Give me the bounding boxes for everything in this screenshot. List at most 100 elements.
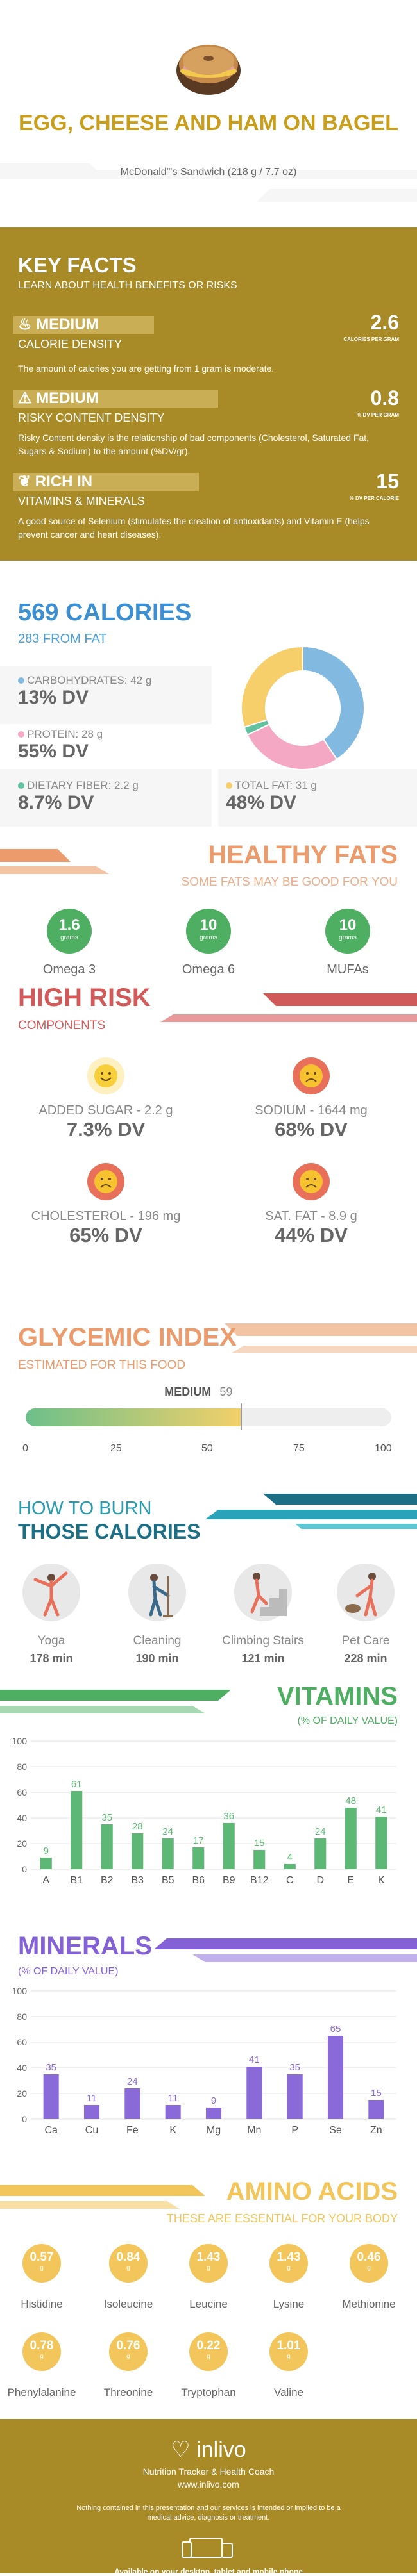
donut-slice-fat: [241, 645, 303, 729]
y-tick-label: 0: [22, 2114, 27, 2124]
sad-face-icon: [293, 1163, 330, 1200]
amino-methionine: 0.46 g Methionine: [330, 2244, 407, 2311]
vitamin-value-label: 24: [315, 1826, 326, 1837]
amino-valine: 1.01 g Valine: [250, 2332, 327, 2399]
amino-isoleucine: 0.84 g Isoleucine: [90, 2244, 167, 2311]
footer-brand: ♡ inlivo: [171, 2438, 246, 2462]
vitamins-title: VITAMINS: [277, 1682, 398, 1710]
mineral-category-label: K: [169, 2125, 176, 2136]
tick-label: 75: [293, 1443, 305, 1454]
vitamins-subtitle: (% OF DAILY VALUE): [297, 1715, 398, 1726]
mineral-category-label: Mn: [247, 2125, 261, 2136]
mineral-value-label: 35: [289, 2062, 300, 2073]
activity-cleaning: Cleaning 190 min: [115, 1564, 199, 1665]
vitamin-category-label: B5: [162, 1875, 174, 1886]
devices-icon: [0, 2537, 417, 2562]
mineral-value-label: 15: [371, 2088, 382, 2099]
key-fact-level: ♨ MEDIUM: [18, 316, 99, 333]
leaf-icon: ❦: [18, 473, 31, 490]
key-facts-section: KEY FACTS LEARN ABOUT HEALTH BENEFITS OR…: [0, 227, 417, 561]
key-fact-unit: % DV PER GRAM: [357, 412, 399, 418]
footer-url[interactable]: www.inlivo.com: [178, 2479, 239, 2489]
mineral-bar-Mn: [246, 2067, 262, 2119]
amino-lysine: 1.43 g Lysine: [250, 2244, 327, 2311]
macro-donut-chart: [239, 644, 367, 775]
macro-protein: PROTEIN: 28 g 55% DV: [18, 728, 103, 762]
key-facts-title: KEY FACTS: [18, 253, 137, 277]
footer-available: Available on your desktop, tablet and mo…: [114, 2567, 303, 2576]
glycemic-subtitle: ESTIMATED FOR THIS FOOD: [18, 1358, 186, 1372]
tick-label: 0: [22, 1443, 28, 1454]
bagel-image: [170, 35, 247, 99]
mineral-value-label: 11: [87, 2093, 97, 2104]
macro-fiber: DIETARY FIBER: 2.2 g 8.7% DV: [18, 779, 139, 813]
vitamin-bar-E: [345, 1808, 357, 1869]
calories-title: 569 CALORIES: [18, 599, 192, 626]
high-risk-subtitle: COMPONENTS: [18, 1019, 106, 1032]
calories-subtitle: 283 FROM FAT: [18, 632, 107, 646]
risk-stripe-decoration: [148, 990, 417, 1038]
amino-tryptophan: 0.22 g Tryptophan: [170, 2332, 247, 2399]
header-wave-decoration: [0, 144, 417, 221]
mineral-value-label: 35: [46, 2062, 56, 2073]
vitamin-bar-B6: [192, 1847, 205, 1869]
vitamin-category-label: D: [316, 1875, 324, 1886]
vitamin-value-label: 17: [193, 1835, 204, 1846]
glycemic-ticks: 0 25 50 75 100: [22, 1443, 392, 1458]
vitamin-value-label: 41: [376, 1804, 387, 1815]
vitamins-stripe-decoration: [0, 1687, 257, 1728]
mineral-value-label: 24: [127, 2076, 138, 2087]
risk-cholesterol: CHOLESTEROL - 196 mg 65% DV: [10, 1163, 202, 1247]
activity-climbing-stairs: Climbing Stairs 121 min: [221, 1564, 305, 1665]
mineral-bar-P: [287, 2074, 303, 2119]
cleaning-icon: [128, 1564, 186, 1621]
flame-icon: ♨: [18, 316, 32, 333]
amino-histidine: 0.57 g Histidine: [3, 2244, 80, 2311]
key-fact-label: CALORIE DENSITY: [18, 338, 123, 351]
key-fact-description: Risky Content density is the relationshi…: [18, 433, 370, 456]
mineral-category-label: P: [291, 2125, 298, 2136]
donut-slice-carbohydrates: [302, 645, 365, 761]
y-tick-label: 40: [17, 1813, 27, 1823]
amino-stripe-decoration: [0, 2182, 212, 2224]
mineral-bar-Fe: [124, 2088, 140, 2119]
sad-face-icon: [293, 1057, 330, 1094]
macro-row-bg: [0, 769, 212, 827]
vitamin-bar-D: [314, 1838, 327, 1869]
amino-leucine: 1.43 g Leucine: [170, 2244, 247, 2311]
minerals-subtitle: (% OF DAILY VALUE): [18, 1966, 119, 1977]
tick-label: 100: [375, 1443, 392, 1454]
vitamin-category-label: B12: [250, 1875, 269, 1886]
vitamin-category-label: E: [347, 1875, 354, 1886]
vitamin-category-label: B6: [192, 1875, 205, 1886]
fat-mufas: 10 grams MUFAs: [296, 909, 399, 977]
yoga-icon: [22, 1564, 80, 1621]
y-tick-label: 20: [17, 2088, 27, 2099]
minerals-stripe-decoration: [154, 1935, 417, 1977]
vitamin-bar-B5: [162, 1838, 174, 1869]
heart-icon: ♡: [171, 2438, 191, 2462]
healthy-fats-subtitle: SOME FATS MAY BE GOOD FOR YOU: [181, 875, 398, 889]
vitamin-category-label: B1: [70, 1875, 83, 1886]
carbs-dot-icon: [18, 677, 24, 684]
vitamins-chart: 0 20 40 60 80 100 9 A 61 B1 35 B2 28 B3 24 B5 17 B6 36 B9 15…: [12, 1733, 404, 1897]
glycemic-title: GLYCEMIC INDEX: [18, 1323, 237, 1351]
warning-icon: ⚠: [18, 390, 32, 407]
burn-title-line2: THOSE CALORIES: [18, 1520, 201, 1543]
vitamin-value-label: 9: [44, 1845, 49, 1856]
key-fact-label: VITAMINS & MINERALS: [18, 495, 145, 508]
mineral-bar-Mg: [205, 2108, 222, 2119]
vitamin-bar-C: [284, 1864, 296, 1869]
key-fact-unit: % DV PER CALORIE: [349, 495, 399, 501]
key-fact-description: A good source of Selenium (stimulates th…: [18, 516, 370, 540]
key-fact-label: RISKY CONTENT DENSITY: [18, 411, 165, 424]
mineral-bar-Zn: [368, 2100, 384, 2119]
key-fact-level: ⚠ MEDIUM: [18, 390, 99, 407]
fat-dot-icon: [226, 782, 232, 789]
vitamin-value-label: 4: [287, 1852, 293, 1863]
high-risk-title: HIGH RISK: [18, 984, 151, 1012]
pet-icon: [337, 1564, 395, 1621]
macro-carbohydrates: CARBOHYDRATES: 42 g 13% DV: [18, 674, 152, 708]
vitamin-bar-K: [375, 1817, 387, 1869]
vitamin-bar-B2: [101, 1824, 113, 1869]
